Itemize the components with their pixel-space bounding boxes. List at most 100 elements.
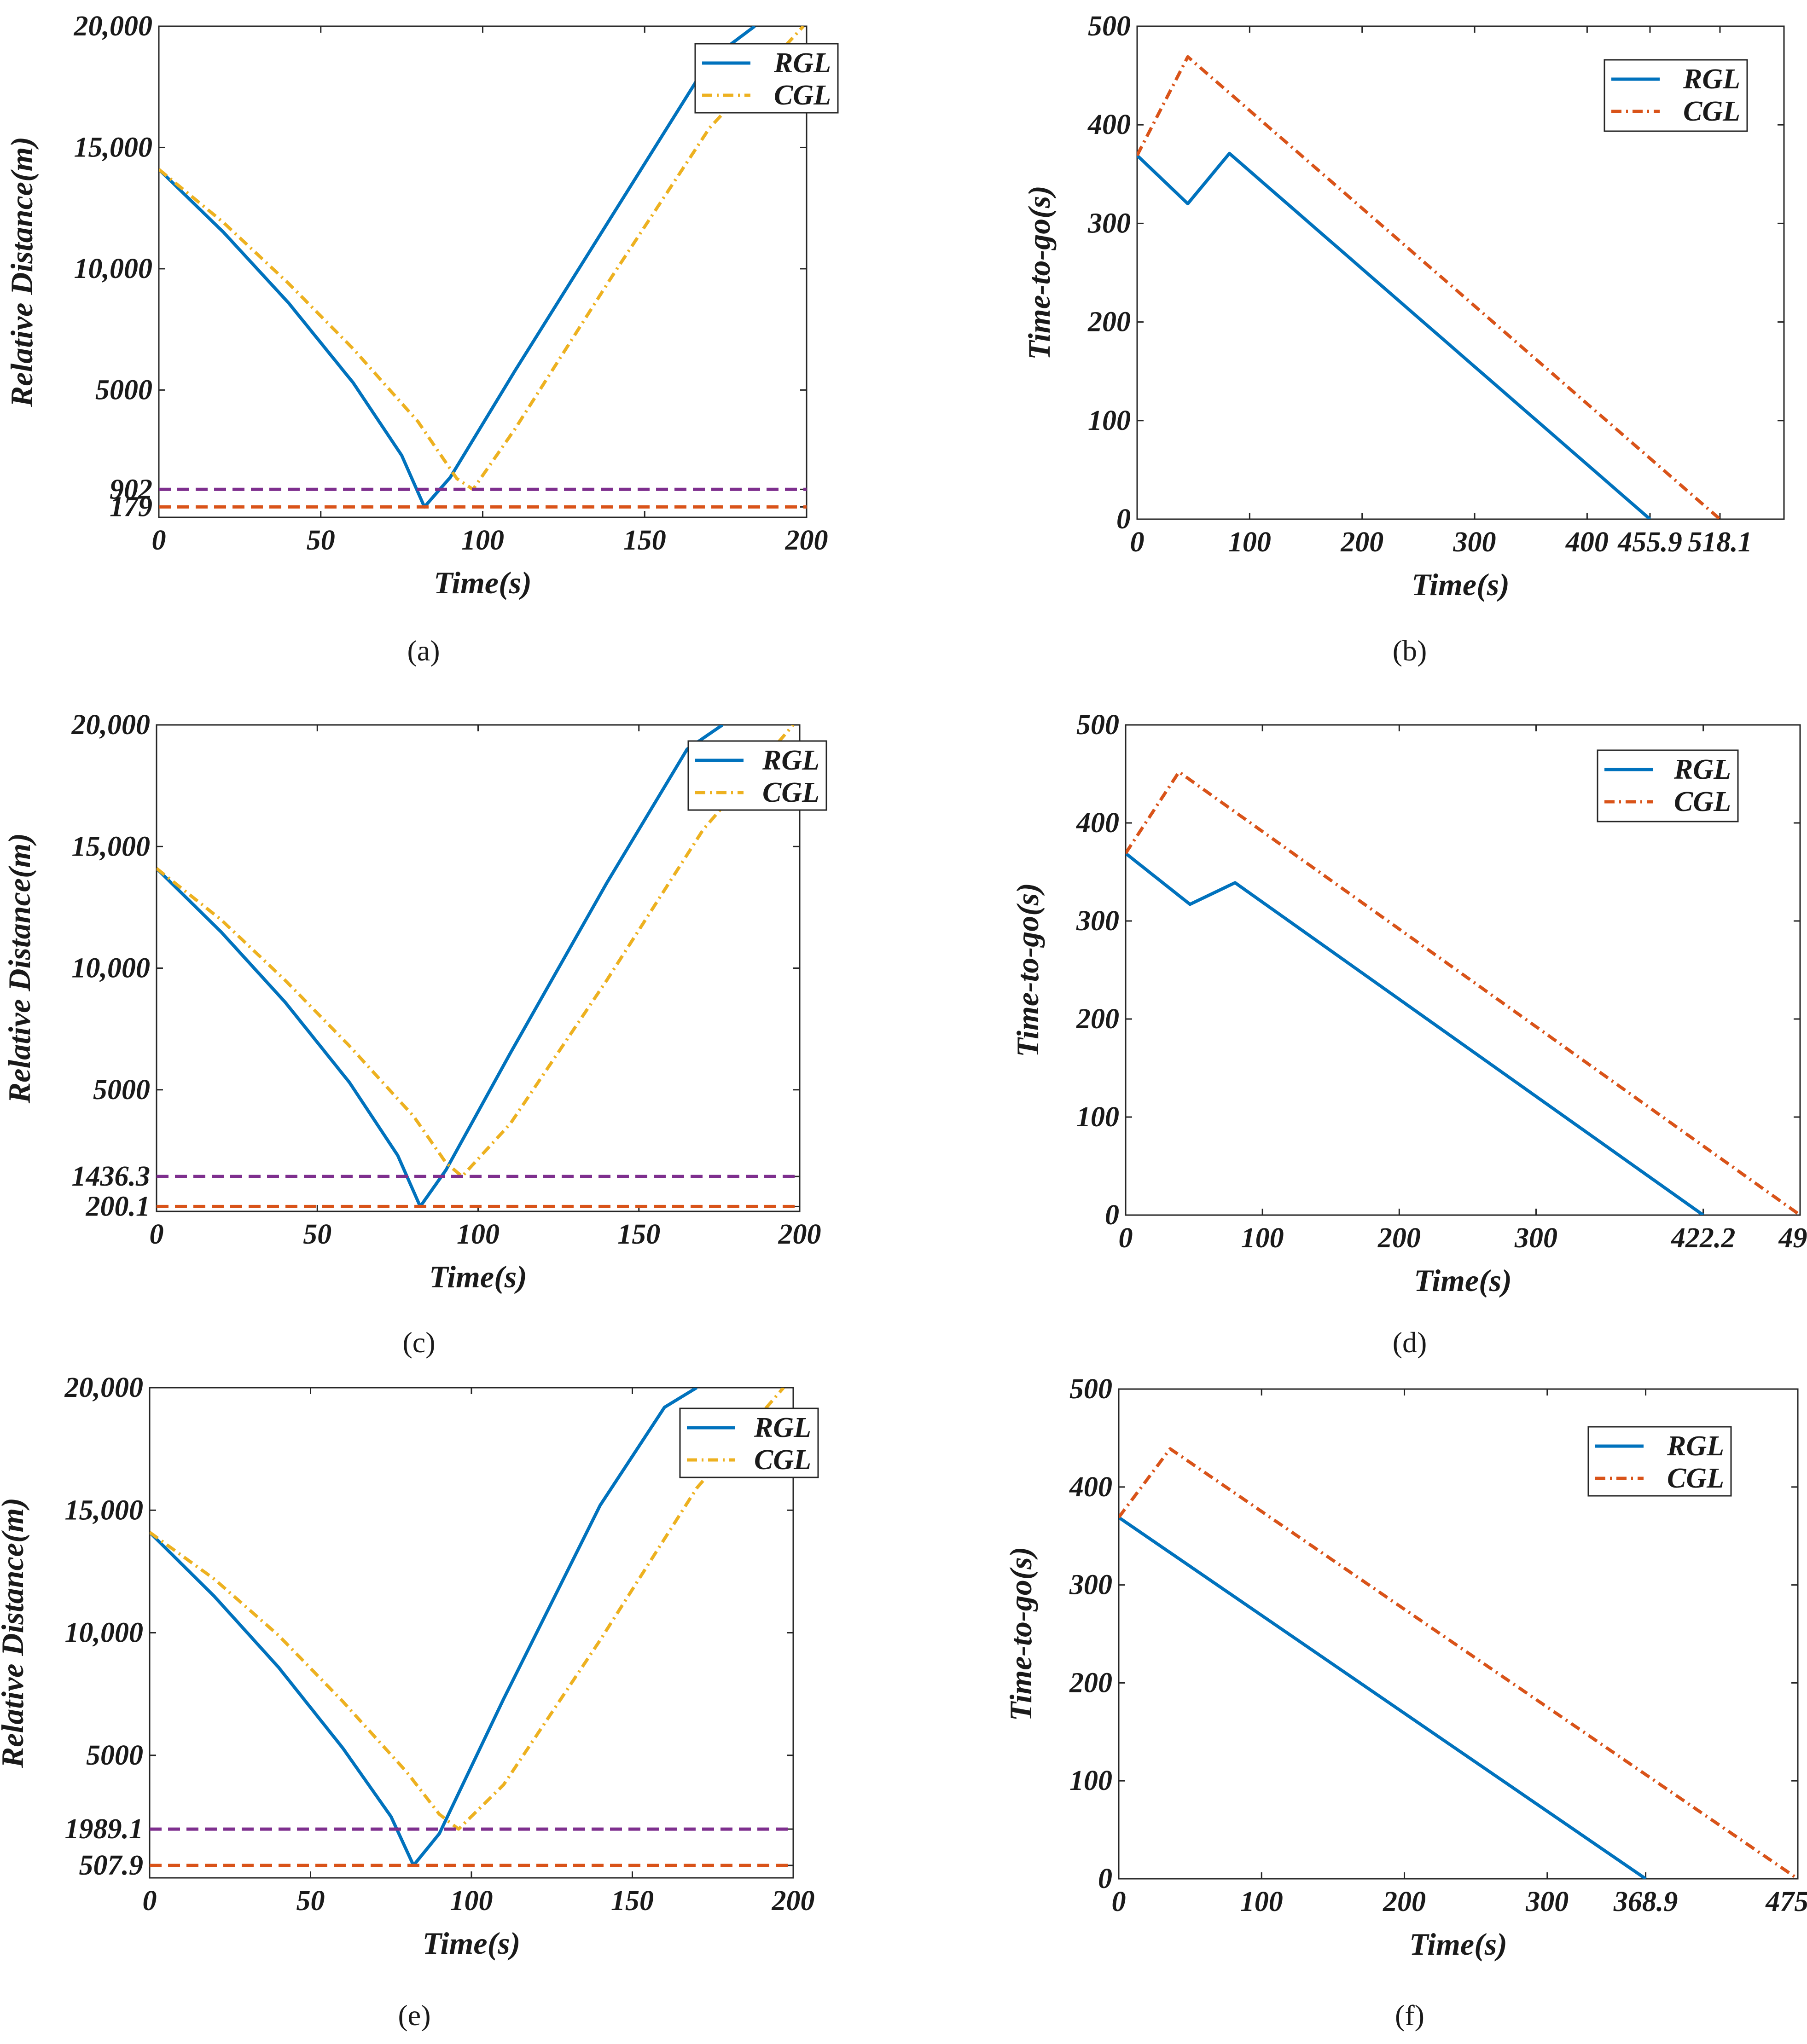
y-tick-label: 100 bbox=[1088, 405, 1131, 436]
legend-label-cgl: CGL bbox=[774, 80, 831, 111]
legend-label-rgl: RGL bbox=[754, 1412, 811, 1443]
series-line-cgl bbox=[1137, 55, 1721, 519]
y-tick-label: 400 bbox=[1069, 1471, 1112, 1503]
legend-label-rgl: RGL bbox=[1667, 1430, 1724, 1462]
series-line-cgl bbox=[150, 1388, 785, 1831]
x-axis-label: Time(s) bbox=[1409, 1927, 1507, 1962]
legend-label-cgl: CGL bbox=[1683, 96, 1740, 127]
y-axis-label: Relative Distance(m) bbox=[4, 137, 39, 407]
y-tick-label: 179 bbox=[110, 491, 152, 522]
y-axis-label: Time-to-go(s) bbox=[1003, 1547, 1038, 1721]
x-tick-label: 0 bbox=[152, 525, 166, 556]
chart-panel-f: 0 100 200 300 368.9 475.4 0 100 200 300 400 500 Time… bbox=[1003, 1373, 1807, 2032]
legend-box bbox=[694, 43, 839, 114]
x-tick-label: 100 bbox=[1228, 527, 1271, 558]
x-tick-label: 0 bbox=[1130, 527, 1145, 558]
x-tick-label: 50 bbox=[296, 1885, 325, 1917]
x-tick-label: 100 bbox=[461, 525, 504, 556]
legend-label-rgl: RGL bbox=[773, 47, 831, 79]
x-tick-label: 368.9 bbox=[1613, 1886, 1678, 1917]
y-tick-label: 0 bbox=[1105, 1199, 1119, 1231]
y-tick-label: 200 bbox=[1076, 1003, 1119, 1035]
legend-box bbox=[687, 740, 827, 811]
series-line-cgl bbox=[159, 26, 805, 491]
y-tick-label: 200 bbox=[1069, 1667, 1112, 1698]
x-tick-label: 50 bbox=[303, 1219, 331, 1250]
legend-label-cgl: CGL bbox=[1667, 1463, 1724, 1494]
legend-box bbox=[1587, 1426, 1732, 1497]
panel-caption: (c) bbox=[402, 1326, 435, 1359]
y-axis-label: Time-to-go(s) bbox=[1022, 185, 1057, 360]
x-tick-label: 150 bbox=[617, 1219, 660, 1250]
x-tick-label: 493 bbox=[1778, 1222, 1807, 1254]
chart-panel-d: 0 100 200 300 422.2 493 0 100 200 300 400 500 Time(s… bbox=[1010, 709, 1807, 1359]
y-tick-label: 20,000 bbox=[74, 11, 153, 42]
y-tick-label: 10,000 bbox=[72, 953, 151, 984]
chart-panel-e: 0 50 100 150 200 507.9 1989.1 5000 10,000 15,000 2… bbox=[0, 1372, 819, 2032]
panel-caption: (a) bbox=[407, 634, 440, 667]
x-tick-label: 200 bbox=[785, 525, 828, 556]
legend-label-cgl: CGL bbox=[762, 777, 819, 808]
legend-label-rgl: RGL bbox=[1683, 64, 1740, 95]
panel-caption: (e) bbox=[398, 1999, 430, 2032]
y-tick-label: 200.1 bbox=[86, 1191, 151, 1222]
x-tick-label: 300 bbox=[1525, 1886, 1569, 1917]
legend-label-cgl: CGL bbox=[1674, 786, 1731, 817]
x-tick-label: 100 bbox=[457, 1219, 500, 1250]
legend-label-rgl: RGL bbox=[1673, 754, 1731, 785]
y-tick-label: 400 bbox=[1087, 109, 1131, 140]
y-axis-label: Time-to-go(s) bbox=[1010, 883, 1045, 1057]
x-tick-label: 150 bbox=[611, 1885, 654, 1917]
y-tick-label: 500 bbox=[1088, 11, 1131, 42]
y-tick-label: 10,000 bbox=[74, 253, 153, 284]
x-tick-label: 200 bbox=[778, 1219, 821, 1250]
y-tick-label: 1436.3 bbox=[72, 1161, 151, 1192]
y-tick-label: 5000 bbox=[95, 374, 152, 405]
y-tick-label: 20,000 bbox=[64, 1372, 144, 1403]
series-line-rgl bbox=[1126, 852, 1704, 1215]
y-axis-label: Relative Distance(m) bbox=[2, 833, 37, 1104]
y-tick-label: 0 bbox=[1116, 504, 1131, 535]
x-tick-label: 200 bbox=[1377, 1222, 1421, 1254]
x-tick-label: 0 bbox=[150, 1219, 164, 1250]
x-tick-label: 455.9 bbox=[1617, 527, 1682, 558]
legend-label-rgl: RGL bbox=[762, 745, 819, 776]
x-tick-label: 0 bbox=[1119, 1222, 1133, 1254]
series-line-rgl bbox=[1137, 151, 1651, 519]
x-tick-label: 100 bbox=[1241, 1222, 1284, 1254]
y-tick-label: 300 bbox=[1069, 1569, 1112, 1601]
y-tick-label: 300 bbox=[1076, 905, 1119, 937]
y-tick-label: 500 bbox=[1076, 709, 1119, 741]
x-axis-label: Time(s) bbox=[429, 1259, 527, 1294]
x-axis-label: Time(s) bbox=[434, 565, 532, 600]
y-axis-label: Relative Distance(m) bbox=[0, 1498, 30, 1768]
x-tick-label: 150 bbox=[623, 525, 666, 556]
x-axis-label: Time(s) bbox=[1414, 1263, 1512, 1298]
panel-caption: (f) bbox=[1395, 1999, 1424, 2032]
y-tick-label: 1989.1 bbox=[65, 1813, 144, 1845]
panel-caption: (b) bbox=[1393, 634, 1427, 667]
chart-panel-b: 0 100 200 300 400 455.9 518.1 0 100 200 300 400 500 T… bbox=[1022, 11, 1785, 667]
y-tick-label: 20,000 bbox=[71, 709, 151, 741]
panel-caption: (d) bbox=[1393, 1326, 1427, 1359]
y-tick-label: 10,000 bbox=[65, 1617, 144, 1649]
x-tick-label: 200 bbox=[1340, 527, 1383, 558]
x-tick-label: 300 bbox=[1453, 527, 1496, 558]
y-tick-label: 507.9 bbox=[79, 1850, 144, 1881]
x-tick-label: 100 bbox=[450, 1885, 493, 1917]
x-axis-label: Time(s) bbox=[1412, 567, 1510, 602]
y-tick-label: 15,000 bbox=[74, 132, 153, 163]
y-tick-label: 500 bbox=[1069, 1373, 1112, 1405]
legend-box bbox=[1597, 749, 1739, 822]
legend-box bbox=[1604, 59, 1748, 132]
y-tick-label: 100 bbox=[1076, 1101, 1119, 1133]
